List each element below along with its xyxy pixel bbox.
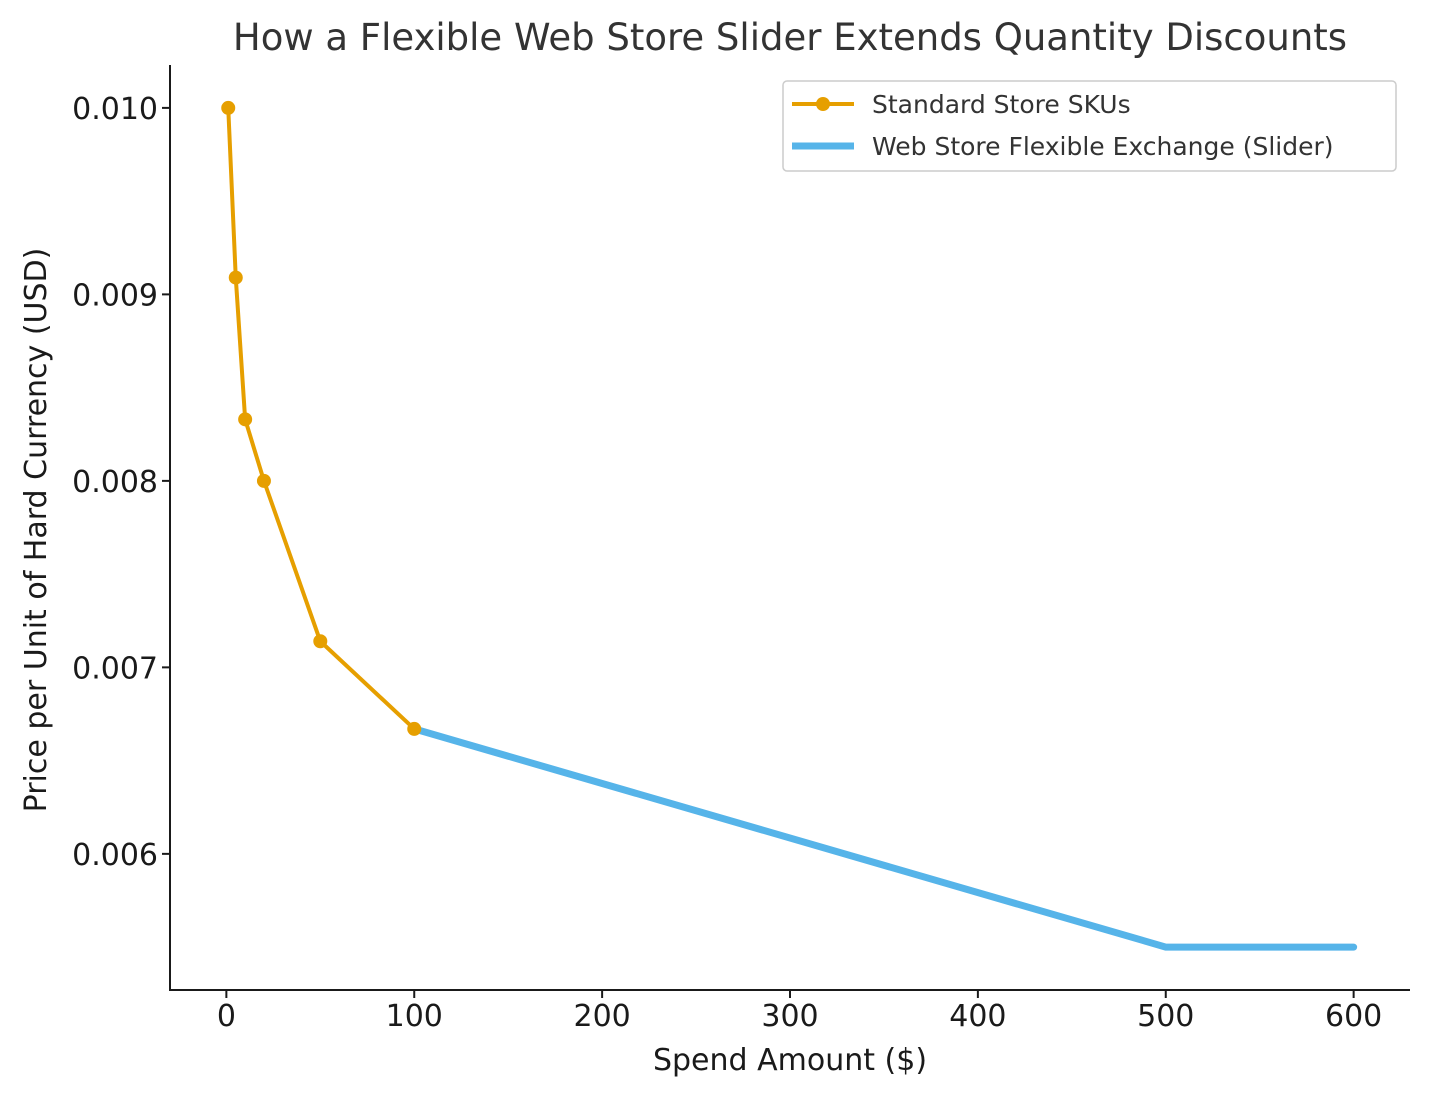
x-ticks: 0 100 200 300 400 500 600 bbox=[217, 990, 1382, 1034]
x-axis-title: Spend Amount ($) bbox=[653, 1043, 927, 1078]
x-tick-label: 300 bbox=[761, 999, 818, 1034]
y-tick-label: 0.006 bbox=[72, 838, 158, 873]
legend-marker-standard bbox=[816, 97, 830, 111]
data-point bbox=[407, 721, 422, 736]
y-tick-label: 0.009 bbox=[72, 278, 158, 313]
chart-title: How a Flexible Web Store Slider Extends … bbox=[233, 16, 1347, 59]
y-ticks: 0.006 0.007 0.008 0.009 0.010 bbox=[72, 92, 170, 873]
legend: Standard Store SKUs Web Store Flexible E… bbox=[782, 80, 1397, 172]
legend-label-web-store: Web Store Flexible Exchange (Slider) bbox=[872, 132, 1334, 161]
x-tick-label: 500 bbox=[1137, 999, 1194, 1034]
data-point bbox=[221, 100, 236, 115]
x-tick-label: 100 bbox=[386, 999, 443, 1034]
x-tick-label: 400 bbox=[949, 999, 1006, 1034]
x-tick-label: 600 bbox=[1325, 999, 1382, 1034]
y-tick-label: 0.010 bbox=[72, 92, 158, 127]
series-line-standard-store-skus bbox=[226, 105, 417, 731]
legend-label-standard: Standard Store SKUs bbox=[872, 90, 1131, 119]
data-point bbox=[313, 634, 328, 649]
x-tick-label: 200 bbox=[573, 999, 630, 1034]
data-point bbox=[228, 270, 243, 285]
series-layer bbox=[221, 100, 1358, 951]
legend-box bbox=[782, 80, 1397, 172]
data-point bbox=[256, 473, 271, 488]
y-tick-label: 0.008 bbox=[72, 465, 158, 500]
y-tick-label: 0.007 bbox=[72, 651, 158, 686]
data-point bbox=[238, 412, 253, 427]
series-line-web-store-flexible-exchange bbox=[410, 725, 1358, 951]
x-tick-label: 0 bbox=[217, 999, 236, 1034]
y-axis-title: Price per Unit of Hard Currency (USD) bbox=[19, 248, 54, 813]
